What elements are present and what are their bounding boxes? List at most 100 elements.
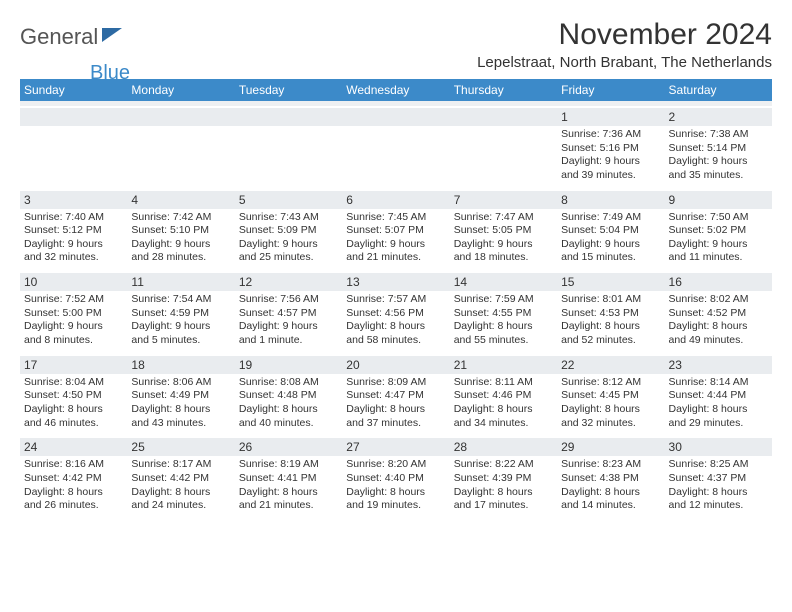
daylight-text-1: Daylight: 8 hours (454, 486, 553, 500)
day-data-cell: Sunrise: 8:04 AMSunset: 4:50 PMDaylight:… (20, 374, 127, 438)
daylight-text-1: Daylight: 8 hours (669, 320, 768, 334)
sunset-text: Sunset: 4:55 PM (454, 307, 553, 321)
day-of-week-row: SundayMondayTuesdayWednesdayThursdayFrid… (20, 79, 772, 101)
date-cell: 8 (557, 190, 664, 209)
date-cell (450, 107, 557, 126)
sunrise-text: Sunrise: 8:08 AM (239, 376, 338, 390)
sunrise-text: Sunrise: 7:45 AM (346, 211, 445, 225)
day-data-cell: Sunrise: 7:59 AMSunset: 4:55 PMDaylight:… (450, 291, 557, 355)
sunset-text: Sunset: 4:49 PM (131, 389, 230, 403)
date-cell: 11 (127, 272, 234, 291)
daylight-text-1: Daylight: 9 hours (346, 238, 445, 252)
sunset-text: Sunset: 4:53 PM (561, 307, 660, 321)
sunset-text: Sunset: 4:47 PM (346, 389, 445, 403)
date-cell: 22 (557, 355, 664, 374)
day-data-cell: Sunrise: 8:22 AMSunset: 4:39 PMDaylight:… (450, 456, 557, 519)
date-cell: 15 (557, 272, 664, 291)
daylight-text-1: Daylight: 9 hours (24, 238, 123, 252)
sunrise-text: Sunrise: 8:01 AM (561, 293, 660, 307)
day-data-cell: Sunrise: 7:36 AMSunset: 5:16 PMDaylight:… (557, 126, 664, 190)
sunset-text: Sunset: 5:02 PM (669, 224, 768, 238)
day-data-cell: Sunrise: 7:47 AMSunset: 5:05 PMDaylight:… (450, 209, 557, 273)
day-of-week-cell: Thursday (450, 79, 557, 101)
date-row: 10111213141516 (20, 272, 772, 291)
date-cell: 20 (342, 355, 449, 374)
sunrise-text: Sunrise: 7:43 AM (239, 211, 338, 225)
sunrise-text: Sunrise: 7:57 AM (346, 293, 445, 307)
date-cell: 17 (20, 355, 127, 374)
date-cell: 6 (342, 190, 449, 209)
day-data-cell: Sunrise: 8:25 AMSunset: 4:37 PMDaylight:… (665, 456, 772, 519)
sunrise-text: Sunrise: 8:06 AM (131, 376, 230, 390)
sunrise-text: Sunrise: 7:38 AM (669, 128, 768, 142)
daylight-text-1: Daylight: 9 hours (239, 238, 338, 252)
daylight-text-2: and 43 minutes. (131, 417, 230, 431)
daylight-text-1: Daylight: 8 hours (561, 486, 660, 500)
sunrise-text: Sunrise: 7:59 AM (454, 293, 553, 307)
day-of-week-cell: Friday (557, 79, 664, 101)
sunrise-text: Sunrise: 8:23 AM (561, 458, 660, 472)
sunrise-text: Sunrise: 7:40 AM (24, 211, 123, 225)
sunset-text: Sunset: 5:12 PM (24, 224, 123, 238)
data-row: Sunrise: 8:16 AMSunset: 4:42 PMDaylight:… (20, 456, 772, 519)
daylight-text-2: and 5 minutes. (131, 334, 230, 348)
daylight-text-2: and 8 minutes. (24, 334, 123, 348)
date-cell (235, 107, 342, 126)
sunset-text: Sunset: 4:59 PM (131, 307, 230, 321)
day-data-cell: Sunrise: 8:19 AMSunset: 4:41 PMDaylight:… (235, 456, 342, 519)
sunset-text: Sunset: 4:50 PM (24, 389, 123, 403)
daylight-text-2: and 39 minutes. (561, 169, 660, 183)
daylight-text-2: and 46 minutes. (24, 417, 123, 431)
sunset-text: Sunset: 4:56 PM (346, 307, 445, 321)
day-of-week-cell: Saturday (665, 79, 772, 101)
date-cell: 24 (20, 437, 127, 456)
daylight-text-2: and 32 minutes. (561, 417, 660, 431)
day-data-cell: Sunrise: 7:42 AMSunset: 5:10 PMDaylight:… (127, 209, 234, 273)
sunrise-text: Sunrise: 7:56 AM (239, 293, 338, 307)
logo-text-blue: Blue (90, 62, 130, 85)
day-data-cell: Sunrise: 8:01 AMSunset: 4:53 PMDaylight:… (557, 291, 664, 355)
date-cell: 30 (665, 437, 772, 456)
daylight-text-1: Daylight: 8 hours (669, 486, 768, 500)
data-row: Sunrise: 7:36 AMSunset: 5:16 PMDaylight:… (20, 126, 772, 190)
daylight-text-2: and 21 minutes. (239, 499, 338, 513)
daylight-text-2: and 18 minutes. (454, 251, 553, 265)
day-data-cell: Sunrise: 7:45 AMSunset: 5:07 PMDaylight:… (342, 209, 449, 273)
sunset-text: Sunset: 4:48 PM (239, 389, 338, 403)
date-row: 3456789 (20, 190, 772, 209)
sunset-text: Sunset: 5:00 PM (24, 307, 123, 321)
daylight-text-2: and 24 minutes. (131, 499, 230, 513)
day-data-cell: Sunrise: 7:56 AMSunset: 4:57 PMDaylight:… (235, 291, 342, 355)
date-cell: 2 (665, 107, 772, 126)
data-row: Sunrise: 8:04 AMSunset: 4:50 PMDaylight:… (20, 374, 772, 438)
date-cell: 14 (450, 272, 557, 291)
location-text: Lepelstraat, North Brabant, The Netherla… (477, 54, 772, 71)
date-row: 24252627282930 (20, 437, 772, 456)
daylight-text-2: and 25 minutes. (239, 251, 338, 265)
sunset-text: Sunset: 5:16 PM (561, 142, 660, 156)
sunrise-text: Sunrise: 7:36 AM (561, 128, 660, 142)
day-data-cell: Sunrise: 7:57 AMSunset: 4:56 PMDaylight:… (342, 291, 449, 355)
day-data-cell: Sunrise: 8:12 AMSunset: 4:45 PMDaylight:… (557, 374, 664, 438)
date-cell (342, 107, 449, 126)
day-data-cell: Sunrise: 8:17 AMSunset: 4:42 PMDaylight:… (127, 456, 234, 519)
logo-triangle-icon (100, 24, 122, 50)
daylight-text-1: Daylight: 8 hours (454, 320, 553, 334)
date-cell: 29 (557, 437, 664, 456)
daylight-text-1: Daylight: 8 hours (131, 403, 230, 417)
daylight-text-1: Daylight: 9 hours (454, 238, 553, 252)
sunrise-text: Sunrise: 8:02 AM (669, 293, 768, 307)
sunrise-text: Sunrise: 8:11 AM (454, 376, 553, 390)
logo-text-general: General (20, 24, 98, 50)
data-row: Sunrise: 7:52 AMSunset: 5:00 PMDaylight:… (20, 291, 772, 355)
sunrise-text: Sunrise: 8:09 AM (346, 376, 445, 390)
sunrise-text: Sunrise: 8:25 AM (669, 458, 768, 472)
date-cell: 26 (235, 437, 342, 456)
day-data-cell: Sunrise: 8:09 AMSunset: 4:47 PMDaylight:… (342, 374, 449, 438)
day-data-cell (342, 126, 449, 190)
daylight-text-2: and 26 minutes. (24, 499, 123, 513)
daylight-text-1: Daylight: 8 hours (24, 403, 123, 417)
day-data-cell: Sunrise: 8:08 AMSunset: 4:48 PMDaylight:… (235, 374, 342, 438)
sunset-text: Sunset: 5:04 PM (561, 224, 660, 238)
sunset-text: Sunset: 4:52 PM (669, 307, 768, 321)
